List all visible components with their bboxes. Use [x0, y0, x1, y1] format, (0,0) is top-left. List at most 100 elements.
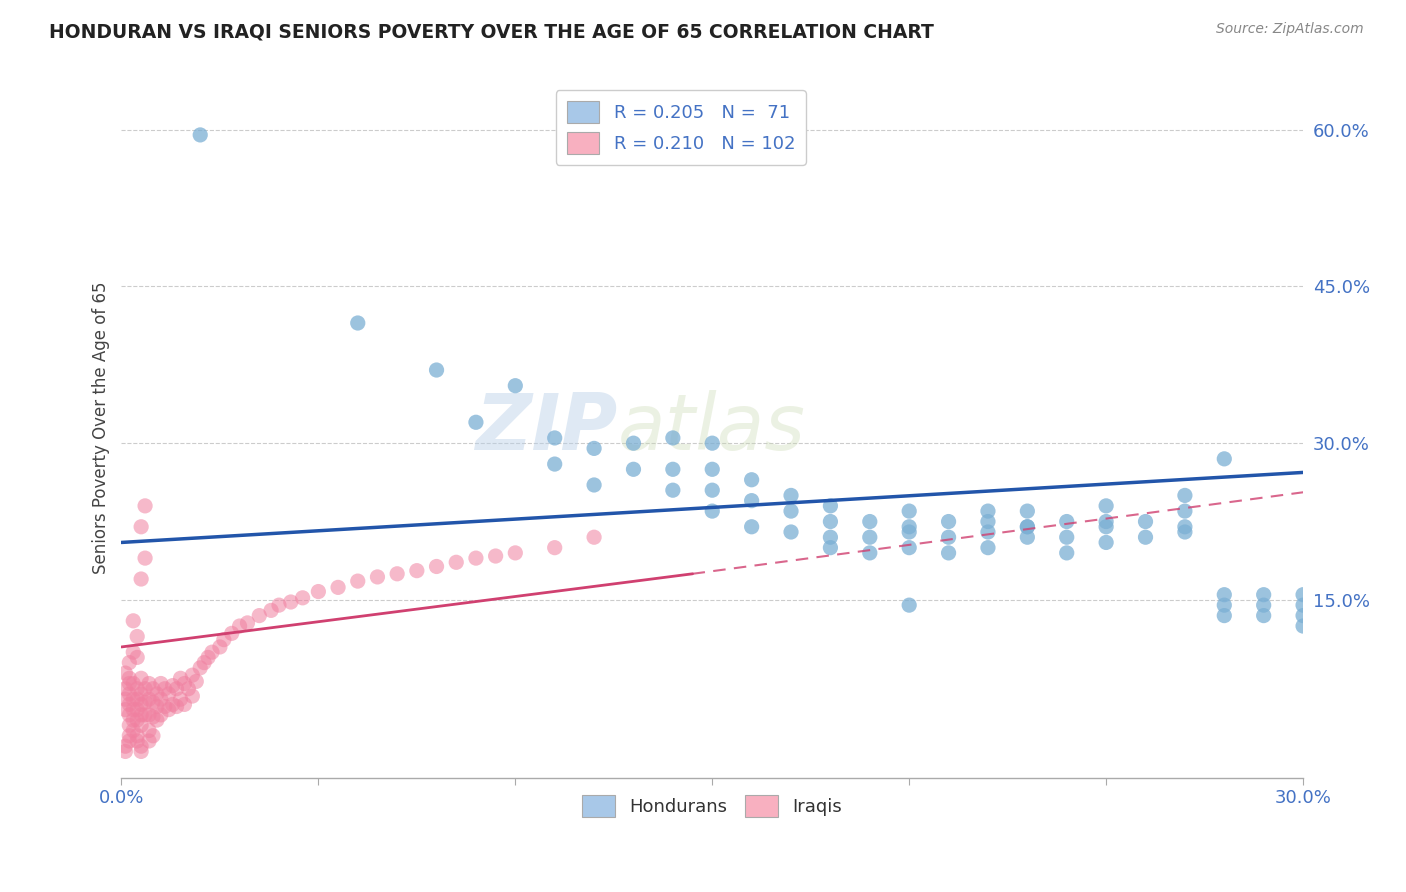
Point: [129, 707, 152, 722]
Point: [181, 689, 204, 703]
Point: [898, 504, 921, 518]
Point: [1017, 530, 1039, 544]
Point: [129, 687, 152, 701]
Point: [1213, 451, 1236, 466]
Point: [464, 551, 486, 566]
Point: [938, 530, 960, 544]
Point: [1292, 608, 1315, 623]
Point: [114, 739, 136, 754]
Point: [142, 695, 165, 709]
Point: [859, 515, 882, 529]
Point: [153, 699, 176, 714]
Point: [820, 499, 842, 513]
Point: [142, 681, 165, 696]
Point: [173, 698, 195, 712]
Point: [162, 679, 184, 693]
Point: [741, 493, 763, 508]
Point: [1135, 515, 1157, 529]
Point: [326, 580, 349, 594]
Point: [134, 707, 156, 722]
Point: [201, 645, 224, 659]
Point: [977, 524, 1000, 539]
Point: [122, 645, 145, 659]
Point: [544, 541, 567, 555]
Point: [188, 128, 211, 142]
Point: [1095, 520, 1118, 534]
Point: [346, 316, 368, 330]
Point: [114, 666, 136, 681]
Point: [127, 703, 149, 717]
Point: [1174, 520, 1197, 534]
Point: [146, 699, 169, 714]
Point: [122, 676, 145, 690]
Point: [122, 703, 145, 717]
Point: [153, 681, 176, 696]
Point: [425, 363, 447, 377]
Point: [1213, 598, 1236, 612]
Text: Source: ZipAtlas.com: Source: ZipAtlas.com: [1216, 22, 1364, 37]
Point: [142, 729, 165, 743]
Point: [820, 515, 842, 529]
Point: [186, 674, 208, 689]
Point: [544, 457, 567, 471]
Point: [820, 541, 842, 555]
Point: [859, 546, 882, 560]
Point: [859, 530, 882, 544]
Point: [1213, 588, 1236, 602]
Point: [134, 551, 156, 566]
Point: [280, 595, 302, 609]
Point: [583, 478, 606, 492]
Point: [1253, 598, 1275, 612]
Point: [780, 504, 803, 518]
Point: [1253, 608, 1275, 623]
Point: [138, 723, 160, 738]
Point: [208, 640, 231, 654]
Point: [118, 718, 141, 732]
Point: [1056, 546, 1078, 560]
Point: [118, 698, 141, 712]
Point: [898, 598, 921, 612]
Point: [366, 570, 388, 584]
Point: [122, 614, 145, 628]
Point: [977, 515, 1000, 529]
Point: [114, 744, 136, 758]
Point: [247, 608, 270, 623]
Point: [623, 462, 645, 476]
Point: [1095, 535, 1118, 549]
Point: [741, 473, 763, 487]
Point: [118, 676, 141, 690]
Point: [702, 462, 724, 476]
Point: [118, 671, 141, 685]
Point: [129, 744, 152, 758]
Point: [464, 415, 486, 429]
Point: [127, 734, 149, 748]
Point: [898, 541, 921, 555]
Point: [1213, 608, 1236, 623]
Point: [544, 431, 567, 445]
Point: [938, 515, 960, 529]
Point: [1174, 524, 1197, 539]
Point: [114, 692, 136, 706]
Point: [346, 574, 368, 588]
Point: [118, 656, 141, 670]
Point: [166, 699, 188, 714]
Point: [127, 713, 149, 727]
Point: [1253, 588, 1275, 602]
Point: [583, 530, 606, 544]
Point: [780, 524, 803, 539]
Point: [197, 650, 219, 665]
Point: [129, 698, 152, 712]
Point: [134, 695, 156, 709]
Point: [1174, 504, 1197, 518]
Point: [129, 671, 152, 685]
Point: [1017, 520, 1039, 534]
Point: [228, 619, 250, 633]
Point: [977, 504, 1000, 518]
Point: [193, 656, 215, 670]
Point: [291, 591, 314, 605]
Point: [1017, 520, 1039, 534]
Point: [1056, 530, 1078, 544]
Point: [485, 549, 508, 563]
Point: [146, 713, 169, 727]
Point: [1056, 515, 1078, 529]
